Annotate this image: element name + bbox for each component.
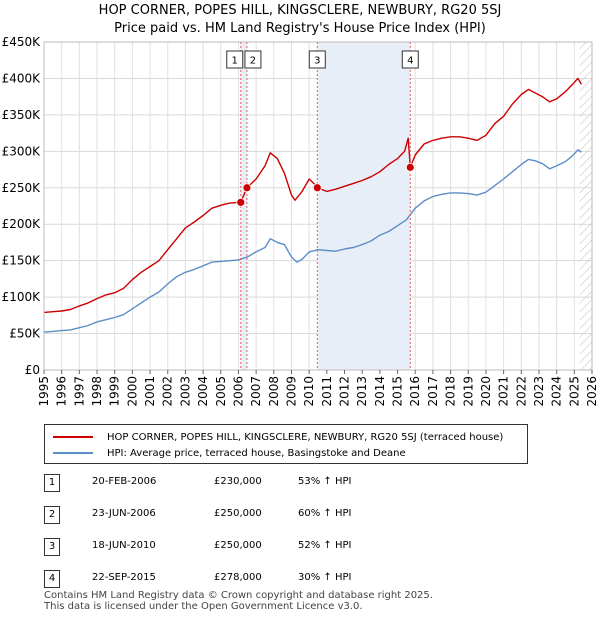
x-tick-label: 2020 [479,376,493,407]
y-tick-label: £150K [2,254,42,268]
sale-flag-label: 3 [314,56,320,67]
sale-flag: 4 [401,50,419,69]
legend-swatch-property [53,436,93,438]
x-tick-label: 2014 [373,376,387,407]
sale-number-badge: 2 [44,506,60,524]
sale-interval-shade [240,42,247,370]
sale-hpi-change: 52% ↑ HPI [298,540,352,551]
plot-frame [43,41,593,371]
y-tick-label: £200K [2,217,42,231]
sale-point [405,162,415,172]
x-tick-label: 2018 [444,376,458,407]
legend-label-hpi: HPI: Average price, terraced house, Basi… [107,447,406,459]
sale-point [236,197,246,207]
sale-interval-shade [317,42,411,370]
x-tick-label: 2005 [214,376,228,407]
y-tick-label: £250K [2,181,42,195]
x-tick-label: 2026 [585,376,599,407]
x-tick-label: 2001 [143,376,157,407]
x-tick-label: 1999 [108,376,122,407]
legend-label-property: HOP CORNER, POPES HILL, KINGSCLERE, NEWB… [107,431,504,443]
x-tick-label: 1997 [72,376,86,407]
table-row: 1 20-FEB-2006 £230,000 53% ↑ HPI [44,474,464,492]
x-tick-label: 2002 [161,376,175,407]
legend-item-hpi: HPI: Average price, terraced house, Basi… [53,445,406,461]
sale-flag-box [226,50,244,69]
sale-point [312,183,322,193]
y-tick-label: £350K [2,108,42,122]
x-tick-label: 2019 [461,376,475,407]
sale-flag-label: 1 [232,56,238,67]
x-tick-label: 1996 [55,376,69,407]
x-tick-label: 2015 [391,376,405,407]
sale-hpi-change: 60% ↑ HPI [298,508,352,519]
sale-point [242,183,252,193]
x-tick-label: 2024 [550,376,564,407]
y-tick-label: £0 [25,363,40,377]
sale-date: 22-SEP-2015 [92,572,156,583]
sale-number-badge: 1 [44,474,60,492]
y-tick-label: £100K [2,290,42,304]
sale-price: £250,000 [214,508,262,519]
x-tick-label: 2006 [231,376,245,407]
sale-date: 23-JUN-2006 [92,508,156,519]
chart-subtitle: Price paid vs. HM Land Registry's House … [114,21,486,36]
x-tick-label: 1998 [90,376,104,407]
footer-attribution: Contains HM Land Registry data © Crown c… [44,590,433,612]
sale-number-badge: 4 [44,570,60,588]
x-tick-label: 2004 [196,376,210,407]
table-row: 4 22-SEP-2015 £278,000 30% ↑ HPI [44,570,464,588]
footer-line-2: This data is licensed under the Open Gov… [44,601,363,612]
chart-legend: HOP CORNER, POPES HILL, KINGSCLERE, NEWB… [44,424,528,464]
x-tick-label: 1995 [37,376,51,407]
table-row: 3 18-JUN-2010 £250,000 52% ↑ HPI [44,538,464,556]
sale-flag: 1 [226,50,244,69]
y-tick-label: £400K [2,71,42,85]
x-tick-label: 2013 [355,376,369,407]
sale-number-badge: 3 [44,538,60,556]
sale-price: £278,000 [214,572,262,583]
sale-flag-label: 4 [407,56,413,67]
sale-price: £230,000 [214,476,262,487]
x-tick-label: 2011 [320,376,334,407]
x-tick-label: 2022 [514,376,528,407]
x-tick-label: 2009 [284,376,298,407]
x-tick-label: 2008 [267,376,281,407]
y-tick-label: £50K [9,327,41,341]
sale-flag-box [244,50,262,69]
x-tick-label: 2017 [426,376,440,407]
sale-date: 20-FEB-2006 [92,476,157,487]
sale-flag: 2 [244,50,262,69]
sale-price: £250,000 [214,540,262,551]
x-tick-label: 2003 [178,376,192,407]
y-tick-label: £450K [2,35,42,49]
y-tick-label: £300K [2,144,42,158]
x-tick-label: 2016 [408,376,422,407]
x-tick-label: 2021 [497,376,511,407]
legend-item-property: HOP CORNER, POPES HILL, KINGSCLERE, NEWB… [53,429,503,445]
sale-flag-box [308,50,326,69]
legend-swatch-hpi [53,452,93,454]
sale-hpi-change: 30% ↑ HPI [298,572,352,583]
x-tick-label: 2012 [338,376,352,407]
sale-flag-box [401,50,419,69]
x-tick-label: 2023 [532,376,546,407]
sale-flag-label: 2 [250,56,256,67]
price-chart: HOP CORNER, POPES HILL, KINGSCLERE, NEWB… [2,3,599,407]
table-row: 2 23-JUN-2006 £250,000 60% ↑ HPI [44,506,464,524]
chart-title: HOP CORNER, POPES HILL, KINGSCLERE, NEWB… [99,3,502,18]
sale-hpi-change: 53% ↑ HPI [298,476,352,487]
x-tick-label: 2000 [125,376,139,407]
sale-date: 18-JUN-2010 [92,540,156,551]
x-tick-label: 2007 [249,376,263,407]
hpi-line [43,149,582,333]
sale-flag: 3 [308,50,326,69]
future-hatch [579,42,592,370]
footer-line-1: Contains HM Land Registry data © Crown c… [44,590,433,601]
x-tick-label: 2025 [567,376,581,407]
x-tick-label: 2010 [302,376,316,407]
